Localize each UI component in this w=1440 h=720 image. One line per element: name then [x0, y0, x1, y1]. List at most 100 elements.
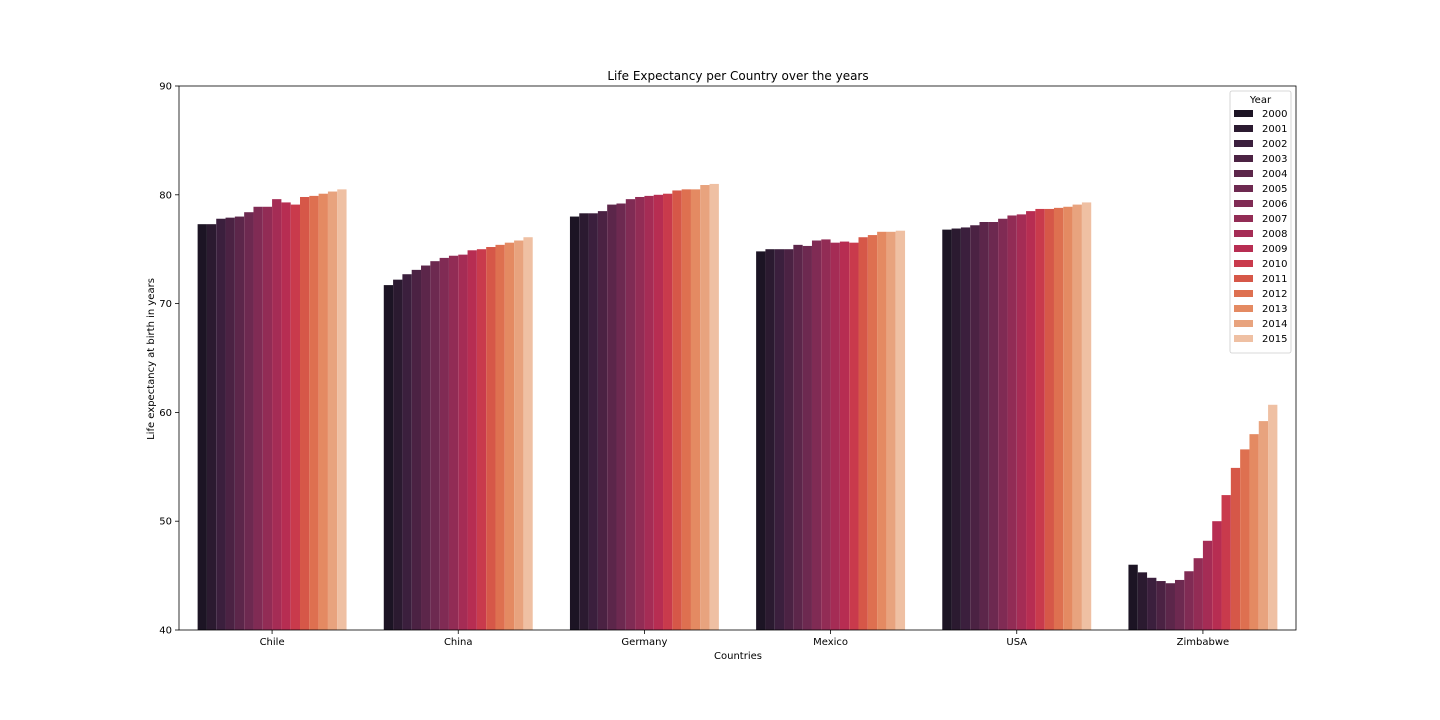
legend-item-2009: 2009 — [1234, 244, 1287, 255]
legend-item-2001: 2001 — [1234, 124, 1287, 135]
legend-swatch-2015 — [1234, 335, 1253, 342]
legend-swatch-2009 — [1234, 245, 1253, 252]
bar-group-germany — [569, 183, 719, 631]
bar-china-2013 — [504, 242, 515, 631]
bar-chile-2004 — [234, 216, 245, 630]
bar-zimbabwe-2007 — [1193, 558, 1203, 630]
bar-china-2015 — [523, 237, 533, 631]
legend-item-2014: 2014 — [1234, 319, 1287, 330]
bar-germany-2015 — [709, 183, 719, 631]
bar-usa-2003 — [970, 225, 980, 630]
legend-item-2000: 2000 — [1234, 109, 1287, 120]
bar-zimbabwe-2004 — [1165, 583, 1175, 630]
x-axis-label: Countries — [714, 651, 762, 662]
bar-usa-2006 — [998, 218, 1008, 631]
bar-mexico-2001 — [765, 249, 775, 630]
bar-mexico-2015 — [895, 230, 906, 630]
bar-china-2007 — [448, 255, 459, 631]
bar-usa-2014 — [1072, 204, 1082, 630]
bar-chile-2011 — [300, 196, 310, 631]
bar-germany-2008 — [644, 195, 654, 630]
axes-frame — [178, 85, 1297, 631]
bar-germany-2011 — [672, 190, 682, 630]
bar-chile-2000 — [197, 224, 207, 630]
bar-zimbabwe-2001 — [1137, 572, 1148, 630]
y-tick-label-80: 80 — [159, 190, 172, 201]
bar-mexico-2008 — [830, 242, 840, 631]
bar-mexico-2000 — [756, 251, 766, 630]
bar-mexico-2002 — [774, 249, 785, 630]
x-tick-label-mexico: Mexico — [813, 637, 848, 648]
legend-label-2008: 2008 — [1262, 229, 1287, 240]
legend-item-2012: 2012 — [1234, 289, 1287, 300]
legend-label-2011: 2011 — [1262, 274, 1287, 285]
legend-item-2015: 2015 — [1234, 334, 1287, 345]
legend: Year 2000 2001 2002 2003 2004 2005 2006 2007 2008… — [1229, 90, 1292, 354]
bar-zimbabwe-2008 — [1202, 540, 1213, 630]
bar-china-2001 — [393, 279, 403, 630]
bar-usa-2000 — [942, 229, 952, 630]
legend-item-2010: 2010 — [1234, 259, 1287, 270]
bar-group-china — [383, 237, 533, 631]
bar-zimbabwe-2012 — [1240, 449, 1250, 630]
bar-zimbabwe-2006 — [1184, 571, 1194, 630]
bar-germany-2014 — [700, 185, 710, 630]
bar-group-chile — [197, 189, 347, 631]
bar-chile-2013 — [318, 193, 328, 630]
bar-chile-2012 — [309, 195, 319, 630]
legend-swatch-2000 — [1234, 110, 1253, 117]
bar-chile-2003 — [225, 217, 235, 630]
y-tick-label-50: 50 — [159, 517, 172, 528]
bar-zimbabwe-2011 — [1230, 467, 1241, 630]
bar-zimbabwe-2003 — [1156, 581, 1166, 630]
legend-swatch-2008 — [1234, 230, 1253, 237]
bar-zimbabwe-2015 — [1268, 404, 1278, 630]
bar-chile-2010 — [290, 204, 301, 630]
bar-usa-2010 — [1035, 208, 1045, 630]
bar-mexico-2007 — [821, 239, 831, 630]
bar-china-2008 — [458, 254, 468, 630]
legend-label-2004: 2004 — [1262, 169, 1287, 180]
legend-swatch-2013 — [1234, 305, 1253, 312]
bar-germany-2003 — [597, 211, 608, 630]
bar-usa-2004 — [979, 222, 989, 630]
legend-swatch-2007 — [1234, 215, 1253, 222]
legend-label-2012: 2012 — [1262, 289, 1287, 300]
bar-usa-2012 — [1053, 207, 1064, 631]
bar-usa-2001 — [951, 228, 961, 630]
bar-mexico-2012 — [867, 235, 878, 630]
y-tick-label-40: 40 — [159, 626, 172, 637]
x-tick-label-china: China — [444, 637, 473, 648]
bar-germany-2007 — [635, 196, 645, 631]
bar-mexico-2004 — [793, 244, 803, 630]
bar-usa-2005 — [988, 222, 999, 630]
y-tick-label-70: 70 — [159, 299, 172, 310]
bar-germany-2009 — [653, 194, 664, 631]
y-axis-label: Life expectancy at birth in years — [146, 278, 157, 440]
legend-label-2015: 2015 — [1262, 334, 1287, 345]
legend-swatch-2006 — [1234, 200, 1253, 207]
bar-group-zimbabwe — [1128, 404, 1278, 630]
bar-germany-2004 — [607, 204, 617, 630]
bar-mexico-2013 — [877, 231, 887, 631]
legend-title: Year — [1249, 95, 1272, 106]
bar-zimbabwe-2002 — [1147, 577, 1157, 630]
bar-germany-2001 — [579, 213, 589, 631]
x-tick-label-germany: Germany — [621, 637, 667, 648]
bar-china-2005 — [430, 261, 440, 630]
bar-chile-2007 — [262, 206, 273, 630]
bar-mexico-2003 — [784, 249, 794, 630]
legend-swatch-2004 — [1234, 170, 1253, 177]
bar-germany-2000 — [569, 216, 580, 630]
legend-label-2001: 2001 — [1262, 124, 1287, 135]
legend-swatch-2005 — [1234, 185, 1253, 192]
bar-group-mexico — [756, 230, 906, 631]
bar-chile-2005 — [244, 212, 254, 630]
plot-area: Chile China Germany Mexico USA Zimbabwe 40 50 60… — [159, 82, 1297, 648]
bar-china-2014 — [514, 240, 524, 630]
bar-china-2000 — [383, 285, 394, 630]
bar-usa-2009 — [1026, 211, 1036, 630]
bar-china-2003 — [411, 269, 422, 630]
bar-china-2009 — [467, 250, 477, 631]
y-tick-label-90: 90 — [159, 82, 172, 93]
